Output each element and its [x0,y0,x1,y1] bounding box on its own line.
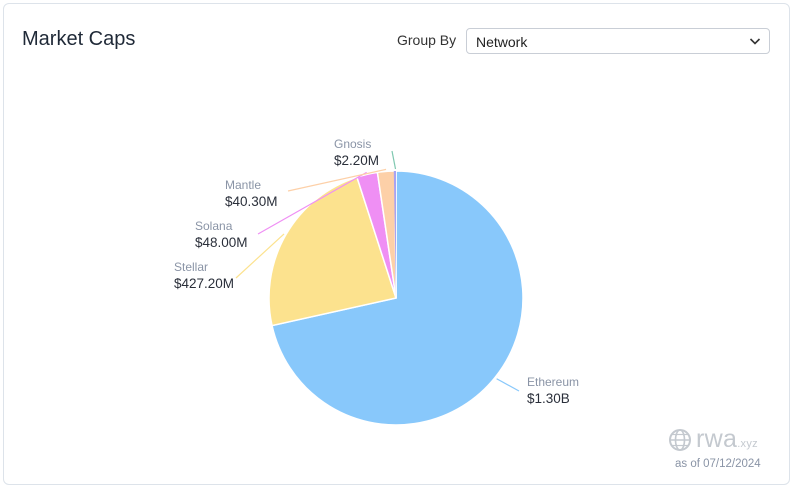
slice-label-ethereum: Ethereum [527,375,579,389]
brand-name: rwa [696,425,738,453]
slice-label-mantle: Mantle [225,178,261,192]
brand-logo: rwa.xyz [696,425,758,454]
pie-slices [268,170,524,426]
leader-line-solana [257,171,367,235]
pie-slice-ethereum[interactable] [271,170,524,426]
as-of-date: as of 07/12/2024 [675,458,761,470]
pie-slice-stellar[interactable] [268,176,397,327]
brand-suffix: .xyz [737,438,758,450]
chevron-down-icon [749,38,761,45]
slice-value-gnosis: $2.20M [334,153,379,168]
globe-icon [669,429,691,451]
leader-line-gnosis [391,150,397,170]
slice-label-gnosis: Gnosis [334,137,371,151]
leader-line-stellar [235,233,285,279]
leader-line-ethereum [496,378,520,392]
leader-line-mantle [287,168,387,192]
slice-value-mantle: $40.30M [225,194,278,209]
pie-slice-other [393,171,396,298]
group-by-label: Group By [397,32,457,48]
slice-value-ethereum: $1.30B [527,391,570,406]
slice-value-solana: $48.00M [195,235,248,250]
slice-value-stellar: $427.20M [174,276,234,291]
slice-label-solana: Solana [195,219,233,233]
group-by-value: Network [476,34,528,50]
card-title: Market Caps [22,28,136,50]
slice-label-stellar: Stellar [174,260,208,274]
group-by-select[interactable]: Network [466,28,770,54]
